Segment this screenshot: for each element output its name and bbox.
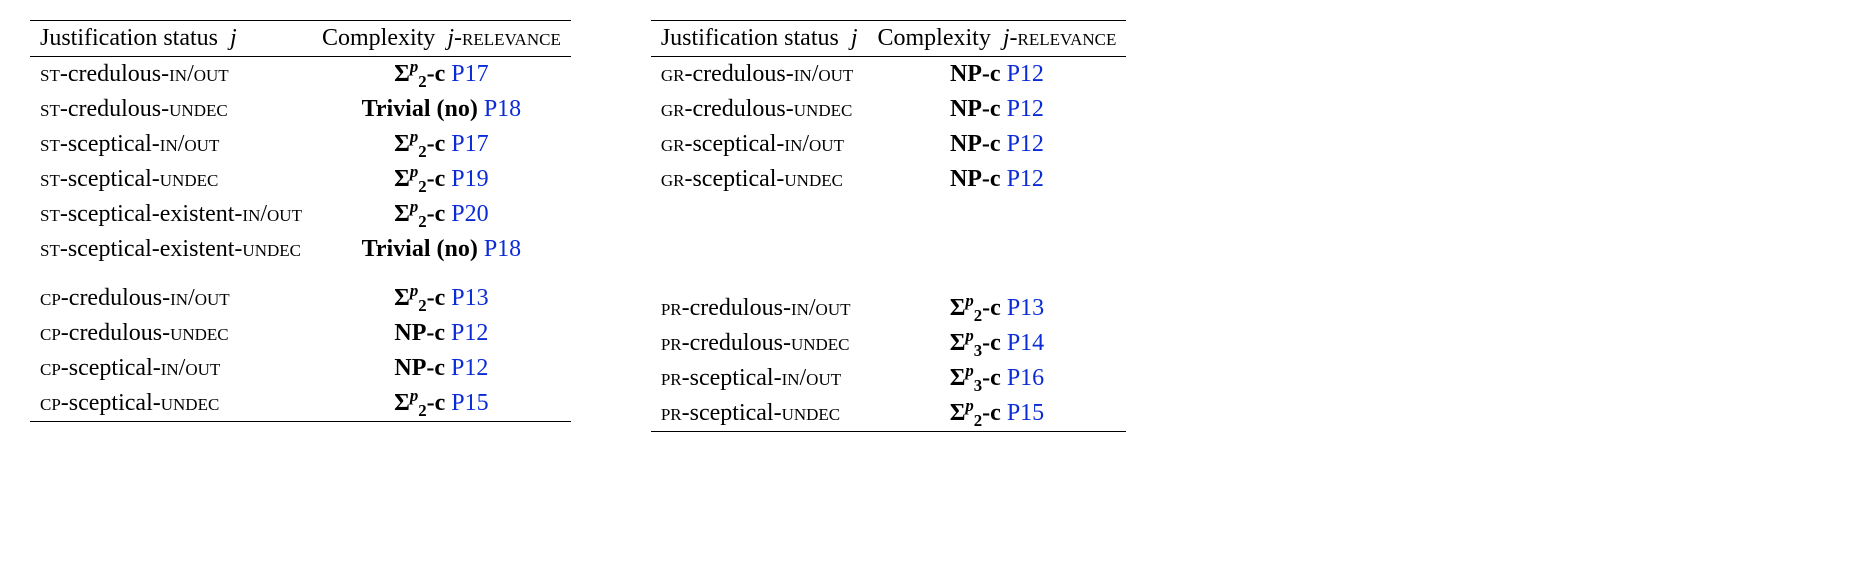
left-header-justification: Justification status j: [30, 21, 312, 57]
complexity-cell: Σp2-c P13: [312, 267, 571, 316]
table-row: st-sceptical-existent-undecTrivial (no) …: [30, 232, 571, 267]
justification-cell: gr-sceptical-undec: [651, 162, 868, 197]
table-row: gr-sceptical-in/outNP-c P12: [651, 127, 1127, 162]
justification-cell: cp-sceptical-in/out: [30, 351, 312, 386]
justification-cell: st-credulous-in/out: [30, 57, 312, 93]
complexity-cell: Σp2-c P20: [312, 197, 571, 232]
justification-cell: pr-credulous-in/out: [651, 277, 868, 326]
complexity-cell: NP-c P12: [868, 57, 1127, 93]
complexity-cell: Σp2-c P19: [312, 162, 571, 197]
left-table: Justification status j Complexity j-rele…: [30, 20, 571, 422]
right-header-complexity: Complexity j-relevance: [868, 21, 1127, 57]
table-row: cp-sceptical-in/outNP-c P12: [30, 351, 571, 386]
justification-cell: st-sceptical-undec: [30, 162, 312, 197]
table-row: st-sceptical-undecΣp2-c P19: [30, 162, 571, 197]
header-text: Complexity: [322, 25, 435, 51]
table-row: st-credulous-in/outΣp2-c P17: [30, 57, 571, 93]
complexity-cell: Σp3-c P16: [868, 361, 1127, 396]
justification-cell: st-sceptical-existent-in/out: [30, 197, 312, 232]
table-row: gr-credulous-undecNP-c P12: [651, 92, 1127, 127]
table-row: pr-sceptical-undecΣp2-c P15: [651, 396, 1127, 432]
justification-cell: cp-sceptical-undec: [30, 386, 312, 422]
table-row: st-sceptical-in/outΣp2-c P17: [30, 127, 571, 162]
complexity-cell: Trivial (no) P18: [312, 232, 571, 267]
justification-cell: st-sceptical-in/out: [30, 127, 312, 162]
right-header-justification: Justification status j: [651, 21, 868, 57]
complexity-cell: NP-c P12: [868, 92, 1127, 127]
complexity-cell: NP-c P12: [868, 162, 1127, 197]
table-row: pr-sceptical-in/outΣp3-c P16: [651, 361, 1127, 396]
justification-cell: gr-credulous-in/out: [651, 57, 868, 93]
tables-container: Justification status j Complexity j-rele…: [30, 20, 1827, 432]
complexity-cell: Σp2-c P17: [312, 57, 571, 93]
header-var: j: [851, 25, 858, 51]
header-text: -relevance: [1010, 25, 1117, 51]
table-row: cp-credulous-undecNP-c P12: [30, 316, 571, 351]
table-row: st-sceptical-existent-in/outΣp2-c P20: [30, 197, 571, 232]
complexity-cell: Σp2-c P17: [312, 127, 571, 162]
justification-cell: gr-sceptical-in/out: [651, 127, 868, 162]
table-row: cp-sceptical-undecΣp2-c P15: [30, 386, 571, 422]
complexity-cell: Σp2-c P15: [868, 396, 1127, 432]
justification-cell: pr-sceptical-undec: [651, 396, 868, 432]
left-column: Justification status j Complexity j-rele…: [30, 20, 571, 432]
right-header-row: Justification status j Complexity j-rele…: [651, 21, 1127, 57]
justification-cell: pr-sceptical-in/out: [651, 361, 868, 396]
table-row: [651, 237, 1127, 277]
complexity-cell: NP-c P12: [312, 351, 571, 386]
justification-cell: gr-credulous-undec: [651, 92, 868, 127]
complexity-cell: Σp3-c P14: [868, 326, 1127, 361]
table-row: cp-credulous-in/outΣp2-c P13: [30, 267, 571, 316]
table-row: st-credulous-undecTrivial (no) P18: [30, 92, 571, 127]
header-text: Justification status: [40, 25, 218, 51]
complexity-cell: NP-c P12: [312, 316, 571, 351]
complexity-cell: Σp2-c P13: [868, 277, 1127, 326]
justification-cell: st-sceptical-existent-undec: [30, 232, 312, 267]
justification-cell: pr-credulous-undec: [651, 326, 868, 361]
justification-cell: st-credulous-undec: [30, 92, 312, 127]
table-row: gr-credulous-in/outNP-c P12: [651, 57, 1127, 93]
table-row: pr-credulous-undecΣp3-c P14: [651, 326, 1127, 361]
left-header-row: Justification status j Complexity j-rele…: [30, 21, 571, 57]
header-var: j: [447, 25, 454, 51]
left-header-complexity: Complexity j-relevance: [312, 21, 571, 57]
table-row: pr-credulous-in/outΣp2-c P13: [651, 277, 1127, 326]
header-text: Justification status: [661, 25, 839, 51]
complexity-cell: Trivial (no) P18: [312, 92, 571, 127]
complexity-cell: Σp2-c P15: [312, 386, 571, 422]
right-column: Justification status j Complexity j-rele…: [651, 20, 1127, 432]
header-text: Complexity: [878, 25, 991, 51]
complexity-cell: NP-c P12: [868, 127, 1127, 162]
justification-cell: cp-credulous-undec: [30, 316, 312, 351]
header-var: j: [230, 25, 237, 51]
right-table: Justification status j Complexity j-rele…: [651, 20, 1127, 432]
justification-cell: cp-credulous-in/out: [30, 267, 312, 316]
table-row: gr-sceptical-undecNP-c P12: [651, 162, 1127, 197]
header-text: -relevance: [454, 25, 561, 51]
header-var: j: [1003, 25, 1010, 51]
table-row: [651, 197, 1127, 237]
